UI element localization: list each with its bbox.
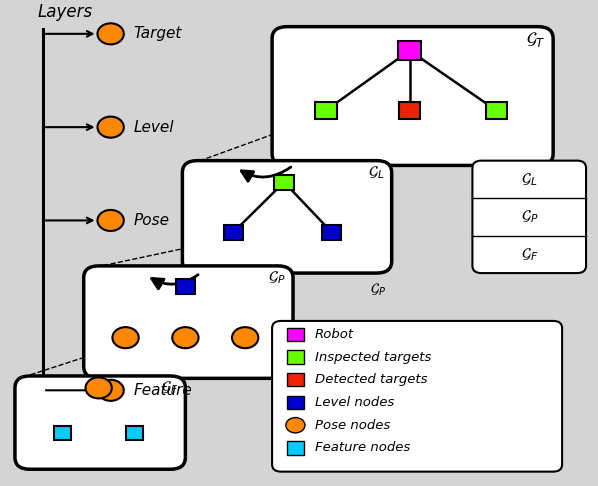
FancyBboxPatch shape [84,266,293,378]
Bar [486,102,507,119]
Circle shape [232,327,258,348]
Circle shape [97,210,124,231]
FancyBboxPatch shape [472,161,586,273]
Text: $\mathcal{G}_F$: $\mathcal{G}_F$ [161,380,178,397]
Bar [287,396,304,409]
Bar [399,102,420,119]
Text: Feature nodes: Feature nodes [315,441,410,454]
Text: $\mathcal{G}_L$: $\mathcal{G}_L$ [521,171,538,188]
FancyBboxPatch shape [15,376,185,469]
Bar [126,426,144,440]
Text: Target: Target [133,26,182,41]
Circle shape [97,23,124,44]
Text: $\mathcal{G}_F$: $\mathcal{G}_F$ [271,387,287,403]
Text: $\mathcal{G}_T$: $\mathcal{G}_T$ [526,31,546,50]
Bar [274,174,294,190]
Circle shape [97,380,124,401]
FancyBboxPatch shape [182,161,392,273]
Bar [287,350,304,364]
Text: Feature: Feature [133,383,192,398]
Bar [398,41,421,60]
Text: Inspected targets: Inspected targets [315,350,431,364]
Circle shape [112,327,139,348]
Circle shape [86,378,112,399]
Text: $\mathcal{G}_F$: $\mathcal{G}_F$ [521,246,538,263]
Text: Level: Level [133,120,174,135]
Circle shape [97,117,124,138]
Circle shape [286,417,305,433]
Text: Layers: Layers [37,3,92,21]
Bar [315,102,337,119]
Circle shape [172,327,199,348]
Text: $\mathcal{G}_L$: $\mathcal{G}_L$ [368,164,385,181]
Bar [176,279,195,294]
Text: Level nodes: Level nodes [315,396,394,409]
Text: Pose: Pose [133,213,169,228]
Bar [224,225,243,240]
Bar [54,426,72,440]
FancyBboxPatch shape [272,27,553,165]
FancyBboxPatch shape [272,321,562,471]
Bar [287,373,304,386]
Text: Robot: Robot [315,328,353,341]
Text: $\mathcal{G}_P$: $\mathcal{G}_P$ [370,282,386,298]
Bar [287,441,304,455]
Text: $\mathcal{G}_P$: $\mathcal{G}_P$ [520,208,538,225]
Text: $\mathcal{G}_P$: $\mathcal{G}_P$ [269,270,286,286]
Bar [322,225,341,240]
Text: Detected targets: Detected targets [315,373,427,386]
Text: Pose nodes: Pose nodes [315,419,390,432]
Bar [287,328,304,341]
